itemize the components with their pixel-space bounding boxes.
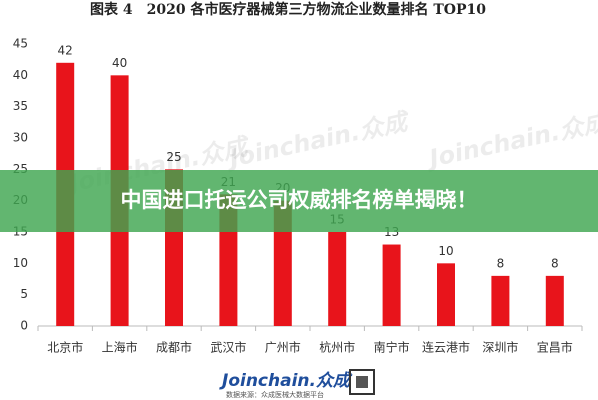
footer-source: 数据来源：众成医械大数据平台 [226,390,324,399]
x-tick-label: 成都市 [156,340,192,355]
y-tick-label: 40 [13,68,28,82]
x-tick-label: 宜昌市 [537,340,573,355]
x-tick-label: 上海市 [102,340,138,355]
data-label: 8 [497,256,505,270]
bar [328,232,347,326]
watermark: Joinchain.众成 [423,107,598,174]
data-label: 10 [438,244,453,258]
bar [491,275,510,326]
y-tick-label: 45 [13,37,28,51]
qr-code-inner [356,376,368,388]
data-label: 8 [551,256,559,270]
x-tick-label: 武汉市 [210,340,246,355]
y-tick-label: 30 [13,131,28,145]
bar [382,244,401,326]
x-tick-label: 北京市 [47,340,83,355]
banner-text: 中国进口托运公司权威排名榜单揭晓！ [121,188,478,212]
x-tick-label: 广州市 [265,340,301,355]
watermark: Joinchain.众成 [223,107,413,174]
chart-title: 图表 4 2020 各市医疗器械第三方物流企业数量排名 TOP10 [90,1,486,18]
y-tick-label: 10 [13,256,28,270]
x-tick-label: 连云港市 [422,340,470,355]
y-tick-label: 0 [20,319,28,333]
data-label: 25 [166,150,181,164]
y-tick-label: 35 [13,99,28,113]
x-tick-label: 南宁市 [374,340,410,355]
data-label: 42 [58,43,73,57]
x-tick-label: 杭州市 [319,340,355,355]
qr-code [349,369,375,395]
bar [545,275,564,326]
bar [437,263,455,326]
x-tick-label: 深圳市 [482,340,518,355]
footer-logo: Joinchain.众成 [219,371,353,391]
banner-band [0,170,598,232]
data-label: 40 [112,56,127,70]
y-tick-label: 5 [20,287,28,301]
